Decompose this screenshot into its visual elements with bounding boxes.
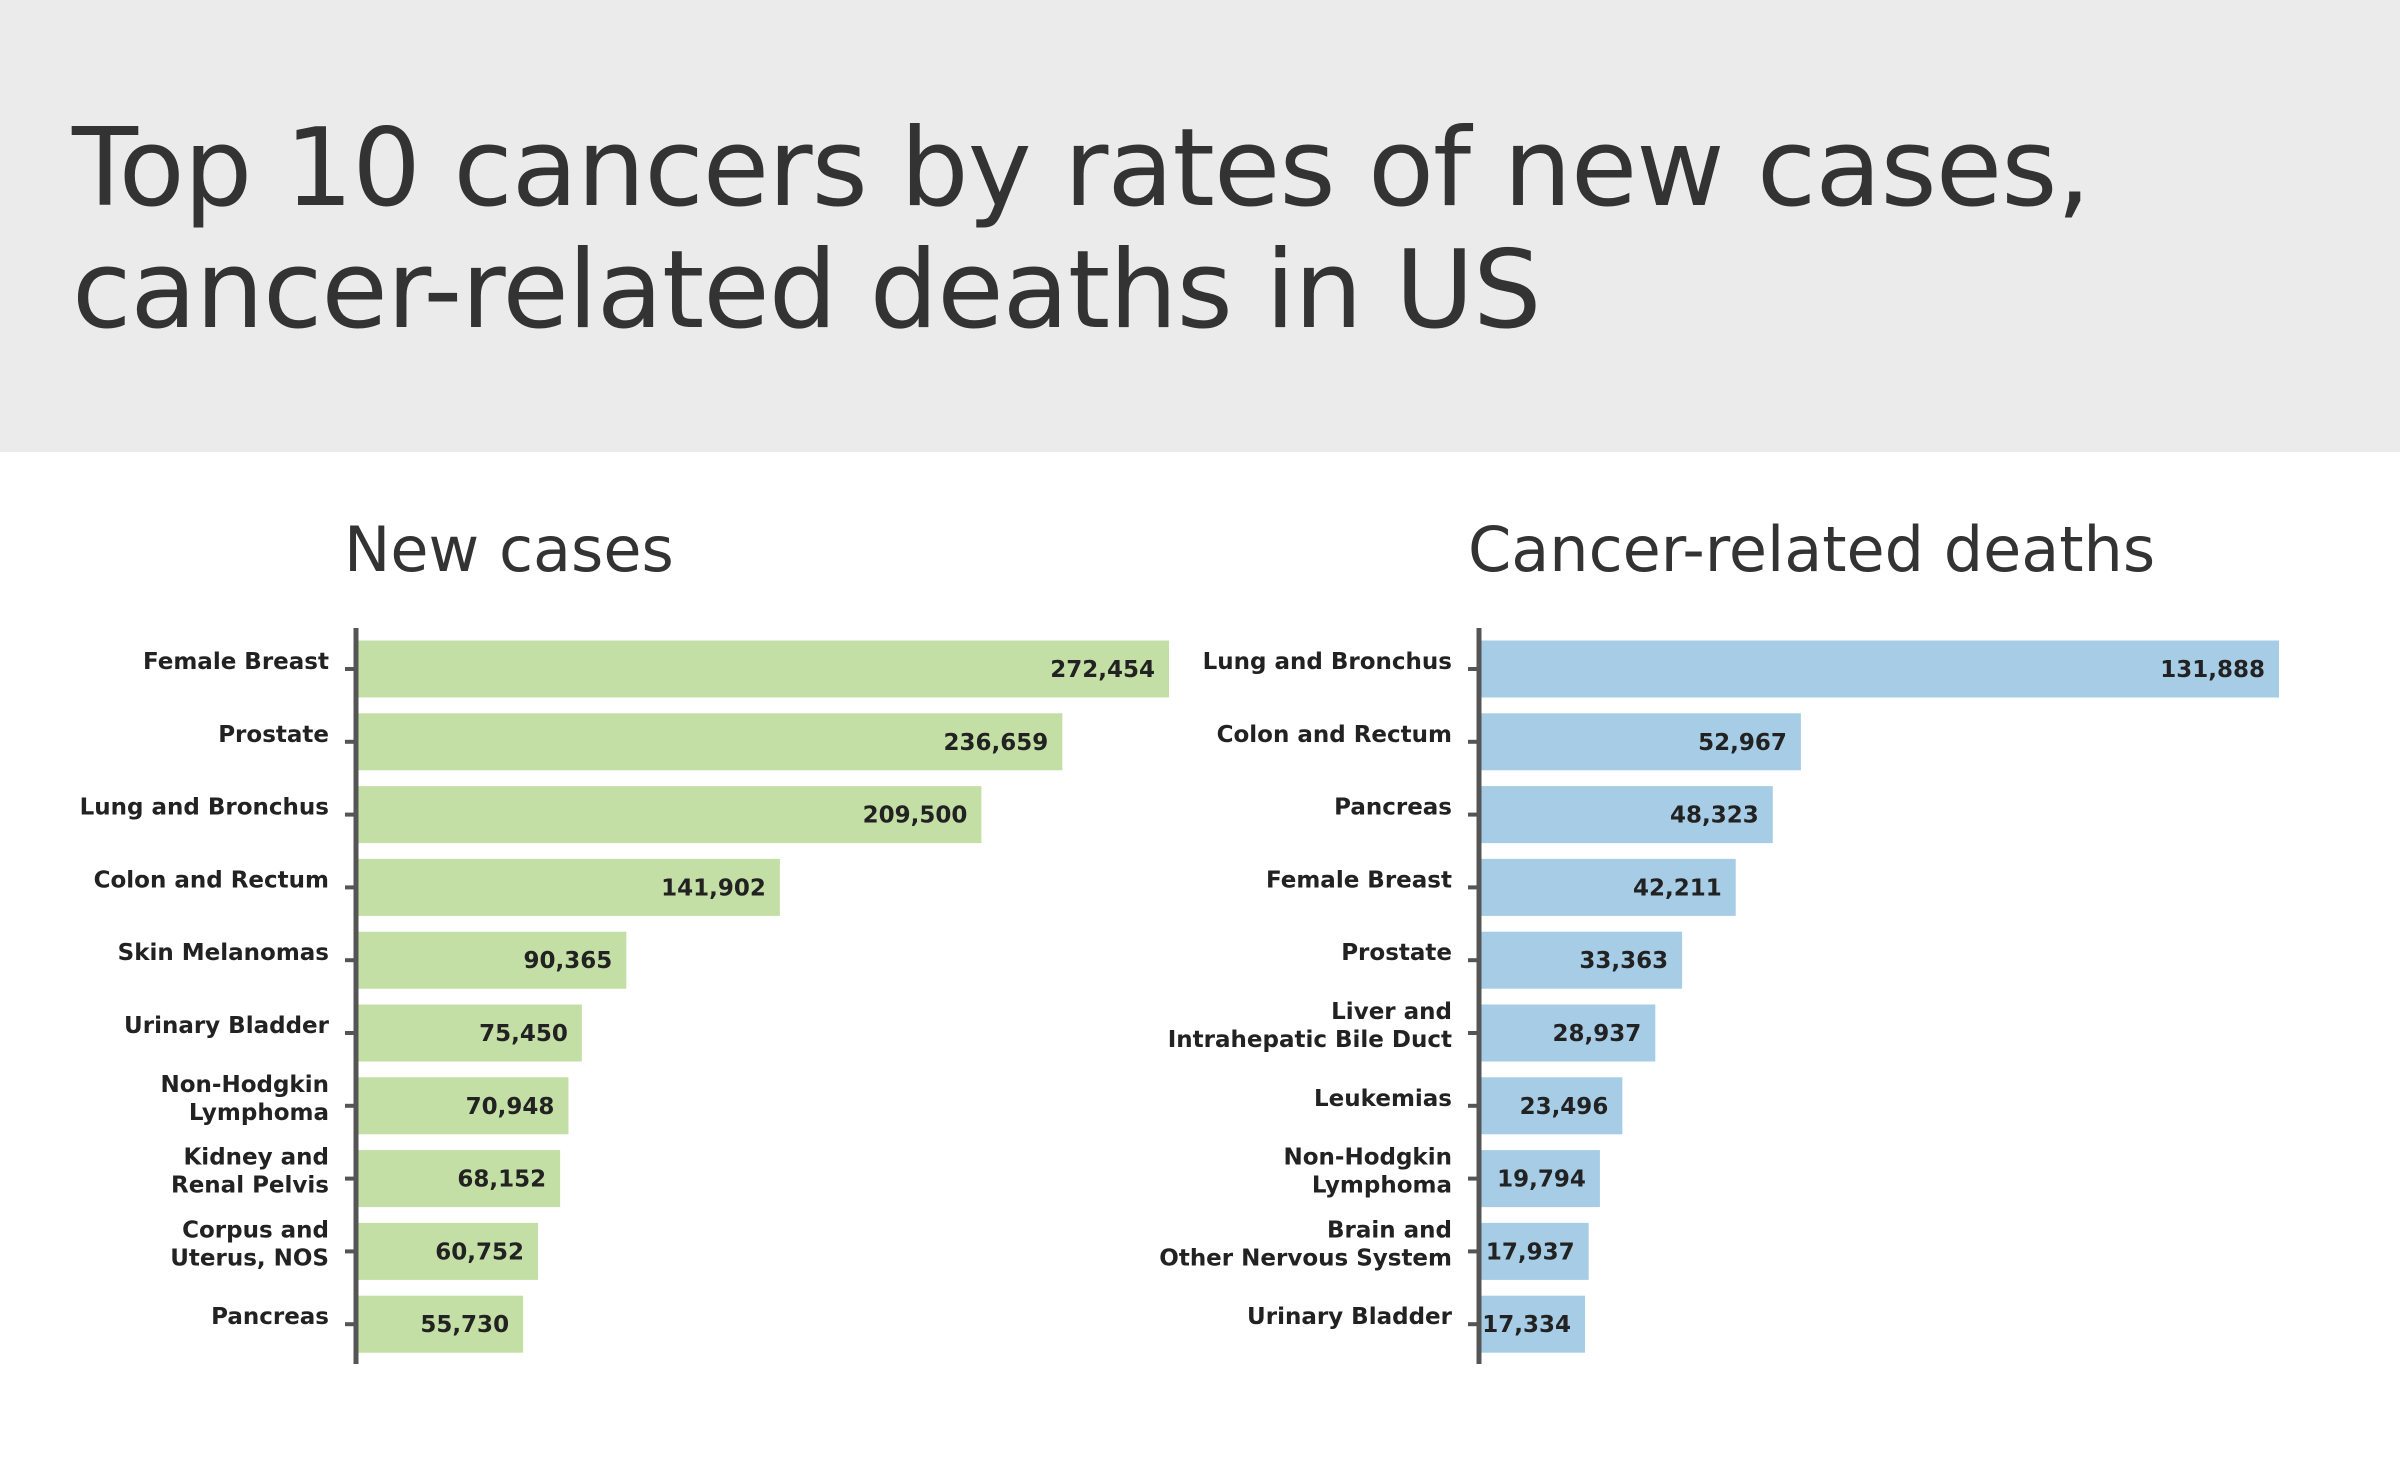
new-cases-value-label: 272,454: [1050, 657, 1155, 683]
deaths-bar: [1480, 1222, 1589, 1280]
new-cases-category-label: Prostate: [218, 722, 329, 748]
deaths-category-label: Prostate: [1341, 940, 1452, 966]
new-cases-bar: [357, 1295, 524, 1353]
deaths-category-label: Liver and Intrahepatic Bile Duct: [1168, 999, 1452, 1053]
new-cases-bar: [357, 640, 1169, 698]
deaths-chart: 131,888 Lung and Bronchus 52,967 Colon and …: [1159, 628, 2279, 1364]
deaths-bar: [1480, 1077, 1623, 1135]
deaths-value-label: 48,323: [1670, 803, 1759, 829]
new-cases-category-label: Kidney and Renal Pelvis: [171, 1145, 329, 1199]
page-title-line-2: cancer-related deaths in US: [72, 228, 1542, 353]
deaths-value-label: 17,937: [1486, 1239, 1575, 1265]
new-cases-category-label: Skin Melanomas: [118, 940, 329, 966]
new-cases-value-label: 141,902: [661, 875, 766, 901]
new-cases-bar: [357, 1150, 561, 1208]
new-cases-category-label: Corpus and Uterus, NOS: [170, 1217, 329, 1271]
deaths-category-label: Urinary Bladder: [1247, 1304, 1453, 1330]
deaths-category-label: Brain and Other Nervous System: [1159, 1217, 1452, 1271]
new-cases-value-label: 70,948: [466, 1094, 555, 1120]
deaths-bar: [1480, 640, 2279, 698]
new-cases-category-label: Non-Hodgkin Lymphoma: [160, 1072, 329, 1126]
deaths-chart-title: Cancer-related deaths: [1468, 513, 2156, 586]
new-cases-value-label: 68,152: [457, 1167, 546, 1193]
deaths-bar: [1480, 786, 1773, 844]
new-cases-bar: [357, 1077, 569, 1135]
deaths-bar: [1480, 1150, 1600, 1208]
deaths-category-label-line: Brain and: [1327, 1217, 1452, 1243]
new-cases-category-label-line: Non-Hodgkin: [160, 1072, 329, 1098]
deaths-category-label-line: Non-Hodgkin: [1283, 1145, 1452, 1171]
new-cases-category-label: Colon and Rectum: [94, 867, 329, 893]
new-cases-bar: [357, 931, 627, 989]
new-cases-category-label: Urinary Bladder: [124, 1013, 330, 1039]
new-cases-value-label: 60,752: [435, 1239, 524, 1265]
header-banner: Top 10 cancers by rates of new cases, ca…: [0, 0, 2400, 452]
deaths-bar: [1480, 931, 1683, 989]
page-title: Top 10 cancers by rates of new cases, ca…: [72, 108, 2272, 352]
deaths-category-label: Non-Hodgkin Lymphoma: [1283, 1145, 1452, 1199]
deaths-bar: [1480, 713, 1801, 771]
deaths-category-label: Colon and Rectum: [1217, 722, 1452, 748]
new-cases-category-label: Lung and Bronchus: [80, 795, 329, 821]
new-cases-category-label-line: Renal Pelvis: [171, 1173, 329, 1199]
new-cases-category-label: Pancreas: [211, 1304, 329, 1330]
deaths-value-label: 42,211: [1633, 875, 1722, 901]
deaths-category-label-line: Liver and: [1331, 999, 1452, 1025]
deaths-category-label: Female Breast: [1266, 867, 1452, 893]
deaths-value-label: 17,334: [1482, 1312, 1571, 1338]
deaths-category-label-line: Other Nervous System: [1159, 1245, 1452, 1271]
new-cases-value-label: 209,500: [863, 803, 968, 829]
new-cases-value-label: 236,659: [944, 730, 1049, 756]
deaths-value-label: 19,794: [1497, 1167, 1586, 1193]
new-cases-value-label: 75,450: [479, 1021, 568, 1047]
new-cases-category-label-line: Kidney and: [183, 1145, 329, 1171]
new-cases-bar: [357, 1222, 539, 1280]
new-cases-category-label-line: Lymphoma: [189, 1100, 329, 1126]
new-cases-value-label: 55,730: [420, 1312, 509, 1338]
deaths-category-label-line: Lymphoma: [1312, 1173, 1452, 1199]
new-cases-category-label: Female Breast: [143, 649, 329, 675]
new-cases-chart-title: New cases: [344, 513, 674, 586]
new-cases-category-label-line: Corpus and: [182, 1217, 329, 1243]
deaths-category-label: Leukemias: [1314, 1086, 1452, 1112]
deaths-value-label: 28,937: [1553, 1021, 1642, 1047]
deaths-value-label: 23,496: [1520, 1094, 1609, 1120]
deaths-value-label: 131,888: [2160, 657, 2265, 683]
deaths-category-label-line: Intrahepatic Bile Duct: [1168, 1027, 1452, 1053]
new-cases-bar: [357, 713, 1063, 771]
new-cases-chart: 272,454 Female Breast 236,659 Prostate 209,5…: [80, 628, 1169, 1364]
new-cases-bar: [357, 858, 780, 916]
new-cases-bar: [357, 1004, 582, 1062]
deaths-value-label: 52,967: [1698, 730, 1787, 756]
deaths-bar: [1480, 858, 1736, 916]
deaths-category-label: Lung and Bronchus: [1203, 649, 1452, 675]
page-title-line-1: Top 10 cancers by rates of new cases,: [72, 106, 2091, 231]
deaths-bar: [1480, 1004, 1656, 1062]
new-cases-category-label-line: Uterus, NOS: [170, 1245, 329, 1271]
deaths-value-label: 33,363: [1579, 948, 1668, 974]
deaths-category-label: Pancreas: [1334, 795, 1452, 821]
new-cases-value-label: 90,365: [524, 948, 613, 974]
new-cases-bar: [357, 786, 982, 844]
deaths-bar: [1480, 1295, 1586, 1353]
